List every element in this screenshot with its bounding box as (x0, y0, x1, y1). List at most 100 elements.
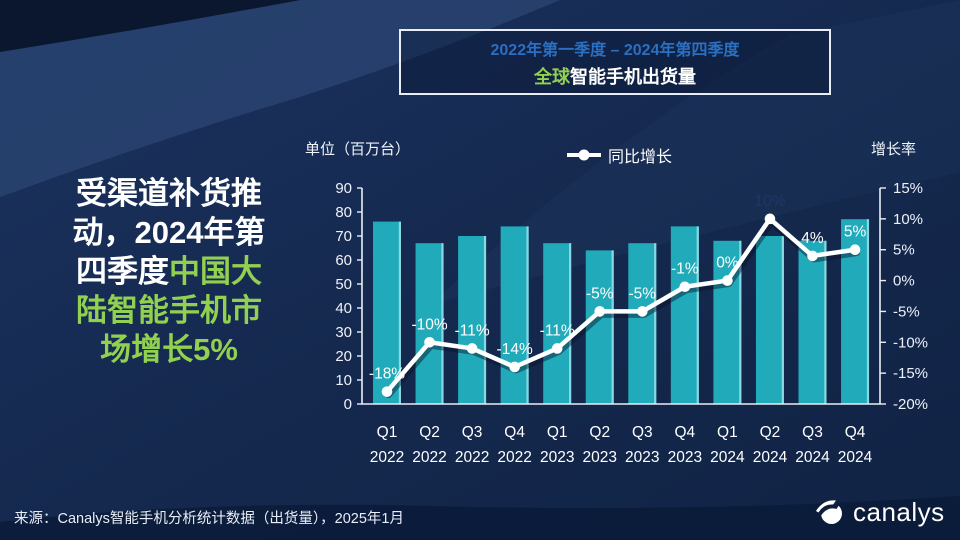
background-light-band (0, 0, 560, 197)
headline-line: 场增长5% (34, 330, 304, 369)
background-dark-corner (0, 0, 300, 52)
bar-Q4-2023 (670, 226, 699, 404)
x-label-year: 2022 (412, 449, 446, 466)
growth-label-8: 0% (716, 255, 739, 272)
growth-point-1 (424, 336, 435, 348)
right-axis-tick-label: -15% (893, 365, 928, 382)
chart-title-box: 2022年第一季度 – 2024年第四季度 全球智能手机出货量 (399, 29, 831, 95)
bar-highlight-edge (824, 240, 827, 404)
right-axis-tick-label: 15% (893, 180, 923, 197)
x-label-quarter: Q4 (845, 424, 866, 441)
x-label-quarter: Q1 (377, 424, 398, 441)
canalys-logo-icon (816, 500, 842, 524)
background-sheen (430, 0, 960, 305)
growth-label-1: -10% (411, 316, 447, 333)
canalys-logo-text: canalys (853, 497, 945, 527)
x-label-quarter: Q3 (632, 424, 653, 441)
text-segment: 四季度 (76, 254, 169, 289)
text-segment: 场增长5% (100, 332, 238, 367)
canalys-logo: canalys (816, 497, 945, 527)
headline-line: 四季度中国大 (34, 252, 304, 291)
axis-frame (361, 188, 881, 405)
growth-point-3 (509, 361, 520, 373)
bar-Q1-2022 (373, 221, 401, 404)
left-axis-tick-label: 0 (344, 396, 352, 413)
background-bottom-band (0, 496, 960, 540)
growth-label-0: -18% (369, 366, 405, 383)
x-label-quarter: Q3 (462, 424, 483, 441)
x-label-quarter: Q2 (419, 424, 440, 441)
growth-label-5: -5% (586, 285, 614, 302)
text-segment: 动，2024年第 (72, 215, 266, 250)
bar-Q4-2022 (500, 226, 529, 404)
x-label-year: 2022 (370, 449, 404, 466)
left-axis-tick-label: 50 (335, 276, 352, 293)
growth-point-6 (637, 306, 648, 317)
bar-Q2-2023 (585, 250, 614, 404)
growth-label-10: 4% (801, 230, 824, 247)
left-axis-tick-label: 30 (335, 324, 352, 341)
growth-label-4: -11% (540, 322, 575, 339)
bar-Q3-2023 (628, 243, 657, 404)
x-label-year: 2022 (497, 449, 531, 466)
bar-highlight-edge (398, 221, 401, 404)
left-axis-tick-label: 80 (335, 204, 352, 221)
x-label-year: 2024 (838, 449, 873, 466)
right-axis-tick-label: -5% (893, 303, 920, 320)
right-axis-tick-label: 0% (893, 273, 915, 290)
x-label-year: 2024 (710, 449, 745, 466)
growth-point-5 (594, 306, 606, 317)
bar-highlight-edge (739, 240, 742, 404)
right-axis-tick-label: -10% (893, 334, 928, 351)
bar-Q3-2022 (458, 236, 487, 404)
text-segment: 全球 (534, 66, 570, 87)
bar-Q2-2022 (415, 243, 444, 404)
right-axis-tick-label: 10% (893, 211, 923, 228)
left-axis-tick-label: 40 (335, 300, 352, 317)
legend: 同比增长 (566, 143, 672, 167)
left-axis-tick-label: 10 (335, 372, 352, 389)
x-label-year: 2023 (668, 449, 702, 466)
growth-point-8 (722, 275, 733, 286)
growth-label-9: 10% (754, 193, 785, 210)
right-axis-tick-label: -20% (893, 396, 928, 413)
legend-label: 同比增长 (608, 149, 673, 166)
growth-point-11 (849, 244, 861, 256)
text-segment: 智能手机出货量 (570, 66, 696, 87)
text-segment: 受渠道补货推 (76, 176, 262, 211)
headline-line: 陆智能手机市 (34, 291, 304, 330)
bar-Q3-2024 (798, 240, 827, 404)
headline-line: 受渠道补货推 (34, 174, 304, 213)
x-label-quarter: Q4 (504, 424, 525, 441)
bar-highlight-edge (526, 226, 529, 404)
x-label-year: 2024 (795, 449, 830, 466)
chart-title-period: 2022年第一季度 – 2024年第四季度 (490, 41, 740, 59)
x-label-year: 2023 (540, 449, 574, 466)
chart-title-main: 全球智能手机出货量 (534, 63, 696, 89)
headline: 受渠道补货推 动，2024年第 四季度中国大 陆智能手机市 场增长5% (34, 174, 304, 369)
x-label-year: 2023 (625, 449, 659, 466)
left-axis-tick-label: 70 (335, 228, 352, 245)
x-label-quarter: Q1 (717, 424, 738, 441)
x-label-quarter: Q4 (675, 424, 696, 441)
x-label-year: 2023 (583, 449, 617, 466)
growth-point-10 (807, 250, 818, 262)
bar-highlight-edge (696, 226, 699, 404)
x-label-quarter: Q3 (802, 424, 823, 441)
line-series-marker-icon (567, 149, 601, 161)
bar-highlight-edge (866, 219, 870, 404)
text-segment: 陆智能手机市 (76, 293, 262, 328)
growth-label-7: -1% (671, 261, 699, 278)
bar-highlight-edge (654, 243, 657, 404)
left-axis-tick-label: 20 (335, 348, 352, 365)
growth-point-0 (381, 386, 393, 397)
headline-line: 动，2024年第 (34, 213, 304, 252)
source-note: 来源：Canalys智能手机分析统计数据（出货量），2025年1月 (14, 511, 404, 527)
growth-point-4 (551, 343, 563, 354)
growth-line (384, 216, 858, 394)
growth-label-6: -5% (629, 285, 657, 302)
growth-point-2 (466, 343, 478, 354)
right-axis-title: 增长率 (871, 141, 917, 158)
